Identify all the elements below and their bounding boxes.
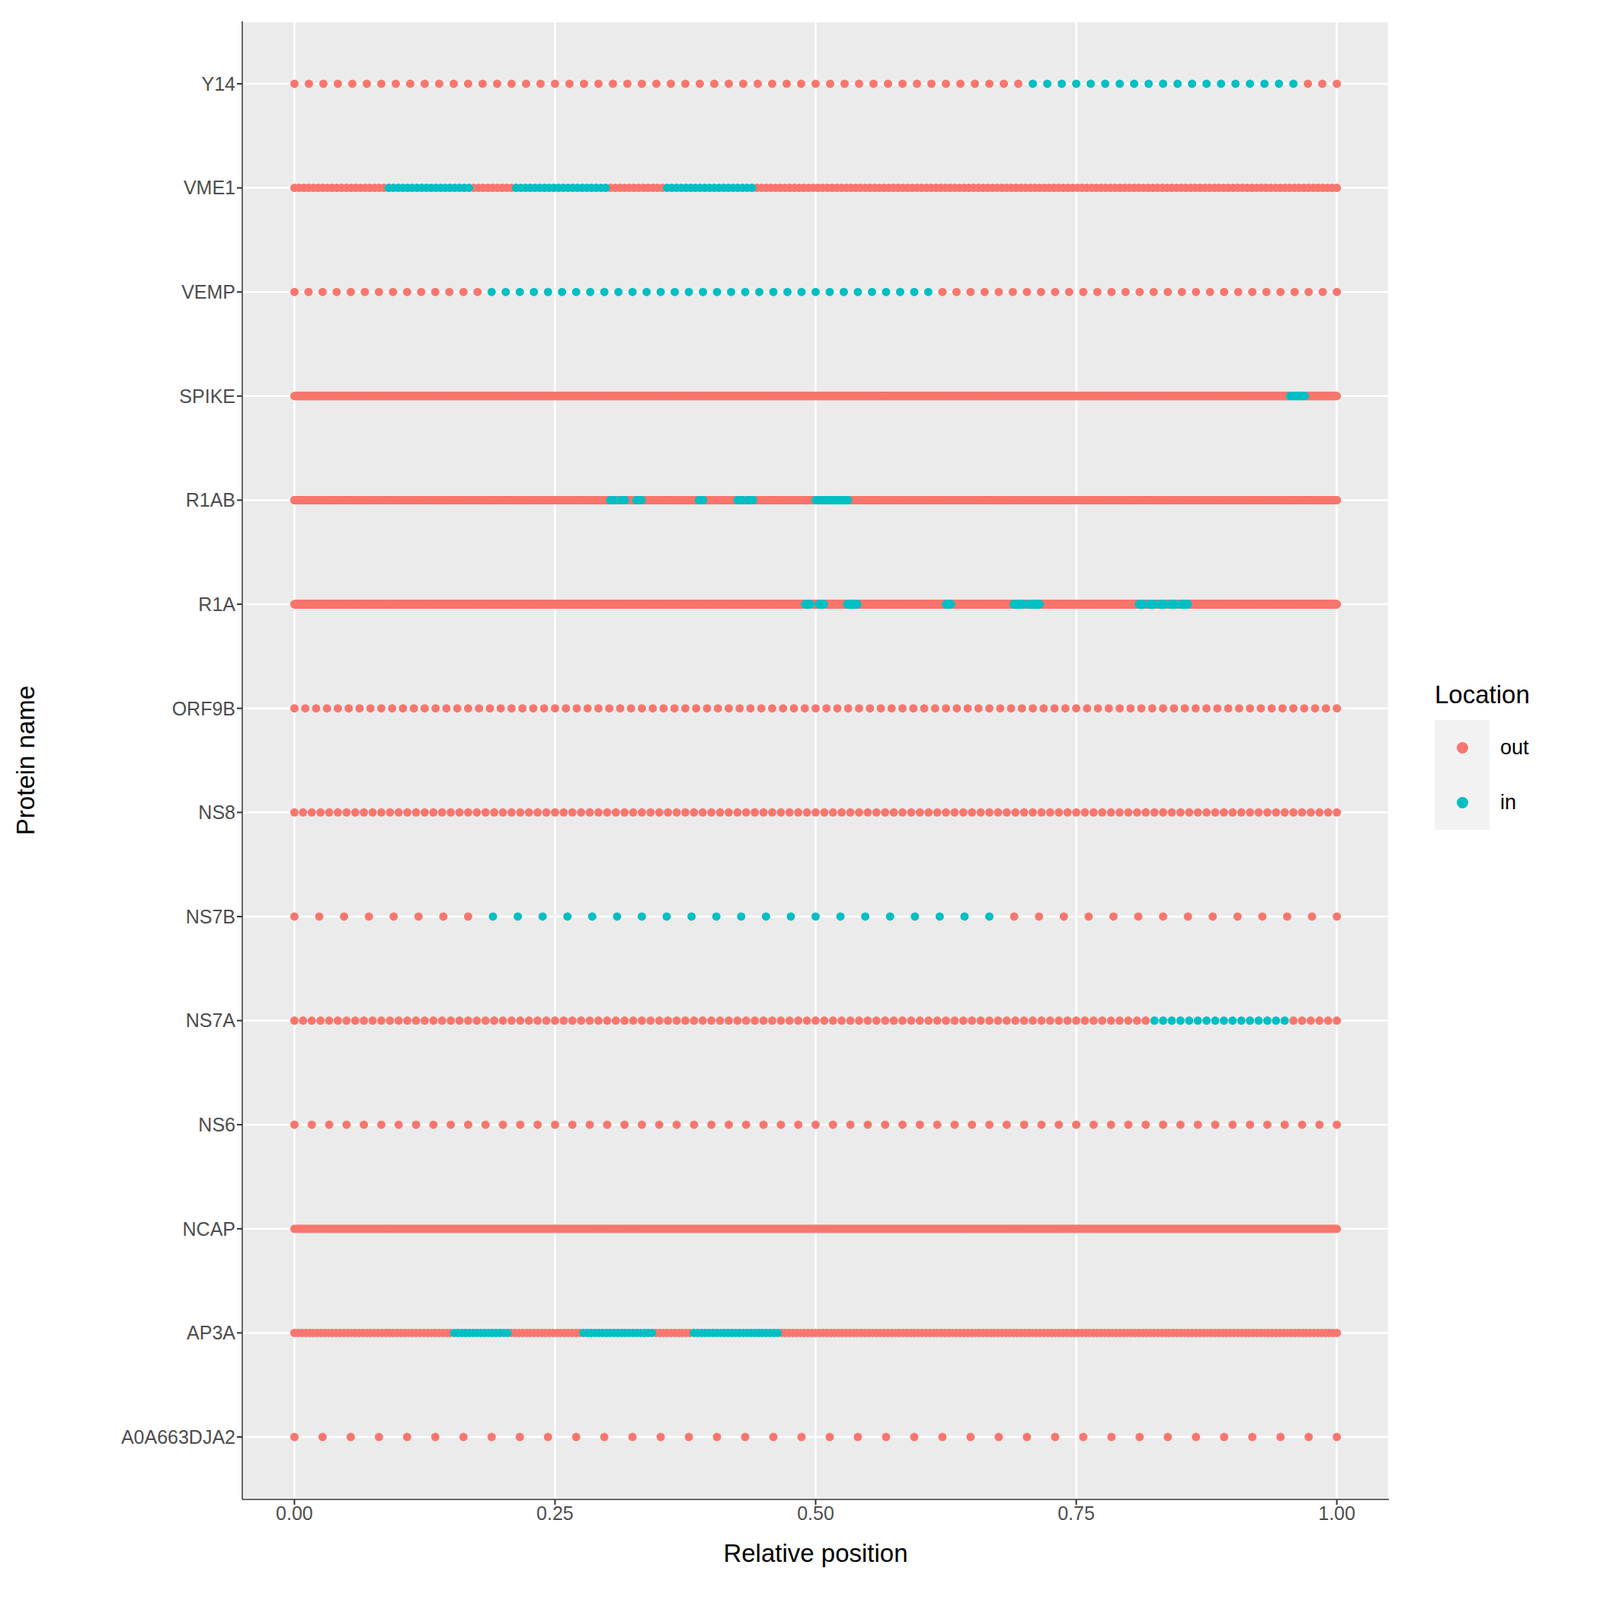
html-text:out: out bbox=[1500, 735, 1529, 759]
svg-text:VEMP: VEMP bbox=[181, 281, 236, 303]
svg-text:R1AB: R1AB bbox=[185, 489, 236, 511]
svg-text:Y14: Y14 bbox=[201, 73, 237, 95]
svg-text:AP3A: AP3A bbox=[186, 1321, 236, 1344]
svg-text:NS7A: NS7A bbox=[185, 1009, 237, 1031]
svg-text:NCAP: NCAP bbox=[182, 1218, 236, 1240]
svg-text:0.50: 0.50 bbox=[796, 1502, 835, 1524]
svg-text:NS6: NS6 bbox=[198, 1113, 236, 1136]
svg-text:VME1: VME1 bbox=[183, 176, 236, 199]
svg-text:ORF9B: ORF9B bbox=[172, 697, 236, 720]
html-text:Location: Location bbox=[1434, 680, 1530, 709]
html-text:in: in bbox=[1500, 790, 1517, 814]
svg-text:1.00: 1.00 bbox=[1318, 1502, 1356, 1524]
svg-text:R1A: R1A bbox=[198, 593, 236, 615]
svg-text:0.00: 0.00 bbox=[275, 1502, 314, 1524]
svg-text:0.75: 0.75 bbox=[1057, 1502, 1095, 1524]
svg-text:Relative position: Relative position bbox=[723, 1539, 908, 1568]
svg-text:0.25: 0.25 bbox=[536, 1502, 574, 1524]
svg-text:SPIKE: SPIKE bbox=[179, 385, 236, 407]
svg-text:A0A663DJA2: A0A663DJA2 bbox=[121, 1426, 236, 1448]
svg-text:NS7B: NS7B bbox=[185, 905, 236, 928]
svg-text:NS8: NS8 bbox=[198, 801, 236, 823]
svg-text:Protein name: Protein name bbox=[11, 685, 40, 836]
